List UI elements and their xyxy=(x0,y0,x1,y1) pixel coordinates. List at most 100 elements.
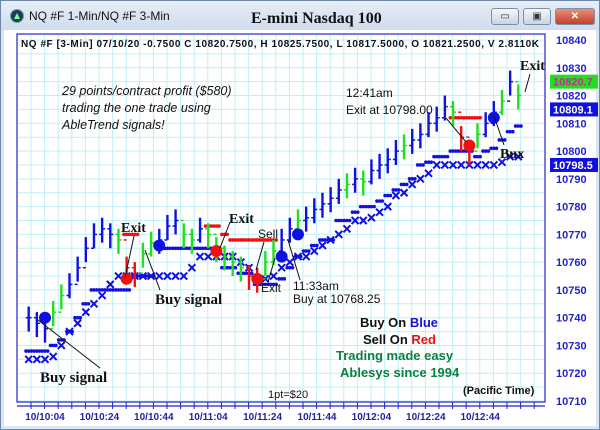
price-bar xyxy=(33,312,40,338)
trend-x-marker xyxy=(497,157,507,167)
price-bar xyxy=(433,106,440,132)
stop-dot xyxy=(421,163,425,167)
price-highlight-label: 10820.7 xyxy=(553,77,593,89)
minimize-button[interactable]: ▭ xyxy=(491,8,519,25)
stop-dot xyxy=(203,246,208,251)
plot-frame xyxy=(16,33,546,403)
trend-x-marker xyxy=(367,213,376,222)
stop-dot xyxy=(320,238,325,242)
stop-dot xyxy=(317,238,322,242)
red-stop-dot xyxy=(211,224,216,228)
trend-x-markers xyxy=(24,152,523,364)
stop-dot xyxy=(301,249,306,253)
stop-dot xyxy=(282,277,287,281)
red-stop-dot xyxy=(244,238,249,242)
stop-dot xyxy=(451,149,455,153)
buy-signal-dot xyxy=(39,311,52,324)
price-bar xyxy=(25,306,32,332)
price-highlight-label: 10798.5 xyxy=(553,160,593,172)
stop-dot xyxy=(168,246,172,251)
red-stop-line xyxy=(122,115,483,242)
stop-dot xyxy=(345,218,349,223)
red-stop-dot xyxy=(473,115,477,120)
tagline-2: Ablesys since 1994 xyxy=(340,365,460,380)
arrow-sell xyxy=(255,241,265,271)
trend-x-marker xyxy=(481,160,490,170)
maximize-button[interactable]: ▣ xyxy=(523,8,551,25)
red-stop-dot xyxy=(478,115,483,120)
title-bar[interactable]: NQ #F 1-Min/NQ #F 3-Min E-mini Nasdaq 10… xyxy=(1,1,599,31)
stop-dot xyxy=(396,188,401,192)
stop-dot xyxy=(37,349,42,353)
y-tick-label: 10730 xyxy=(556,340,587,352)
trend-x-marker xyxy=(440,160,450,170)
price-bar xyxy=(376,153,383,179)
stop-dot xyxy=(113,288,118,292)
price-bar xyxy=(180,219,187,249)
price-bar xyxy=(229,251,236,277)
trend-x-marker xyxy=(318,241,327,250)
trend-x-marker xyxy=(424,169,433,178)
stop-dot xyxy=(26,349,31,353)
stop-dot xyxy=(236,271,240,276)
stop-dot xyxy=(309,243,314,248)
stop-dot xyxy=(105,288,110,292)
trend-x-marker xyxy=(416,174,425,184)
stop-dot xyxy=(176,246,181,251)
red-stop-dot xyxy=(241,238,246,242)
stop-dot xyxy=(334,218,338,223)
stop-dot xyxy=(304,249,308,253)
red-stop-dot xyxy=(249,238,254,242)
stop-dot xyxy=(361,204,366,209)
red-stop-dot xyxy=(453,115,458,120)
stop-dot xyxy=(399,182,404,187)
price-bar xyxy=(343,173,350,199)
price-bar xyxy=(409,128,416,154)
stop-dot xyxy=(478,154,483,159)
price-bar xyxy=(474,123,481,152)
stop-dot xyxy=(290,265,295,270)
stop-dot xyxy=(138,274,143,278)
stop-dot xyxy=(108,288,113,292)
stop-dot xyxy=(350,210,355,214)
y-tick-label: 10740 xyxy=(556,313,587,325)
price-bar xyxy=(99,217,106,243)
trend-x-marker xyxy=(32,355,42,364)
close-button[interactable]: ✕ xyxy=(555,8,595,25)
stop-dot xyxy=(307,249,311,253)
price-bar xyxy=(58,284,65,313)
red-stop-dot xyxy=(233,238,238,242)
price-bar xyxy=(425,112,432,138)
stop-dot xyxy=(233,265,238,270)
price-bar xyxy=(482,112,489,138)
x-tick-label: 10/12:04 xyxy=(352,412,392,423)
stop-dot xyxy=(92,288,96,292)
stop-dot xyxy=(497,138,502,142)
price-bar xyxy=(221,245,228,271)
stop-dot xyxy=(54,343,58,348)
trend-x-marker xyxy=(456,160,466,170)
buy-signal-label-1: Buy signal xyxy=(40,370,107,386)
price-highlight-box xyxy=(550,157,598,172)
red-stop-dot xyxy=(230,238,235,242)
stop-dot xyxy=(336,218,341,223)
stop-dot xyxy=(481,149,485,153)
price-bar xyxy=(392,139,399,165)
price-highlights: 10820.7 10809.1 10798.5 xyxy=(550,74,598,172)
price-bar xyxy=(90,223,97,250)
stop-dot xyxy=(331,238,336,242)
stop-dot xyxy=(315,243,319,248)
stop-dot xyxy=(369,204,374,209)
stop-dot xyxy=(413,177,417,181)
stop-dot xyxy=(220,265,224,270)
trend-x-marker xyxy=(505,152,515,161)
stop-dot xyxy=(84,302,88,306)
y-tick-label: 10790 xyxy=(556,174,587,186)
stop-dot xyxy=(127,288,132,292)
stop-dot xyxy=(426,160,431,164)
stop-dot xyxy=(312,243,317,248)
stop-dot xyxy=(429,160,434,164)
trend-x-marker xyxy=(399,188,409,197)
stop-dot xyxy=(70,329,74,334)
